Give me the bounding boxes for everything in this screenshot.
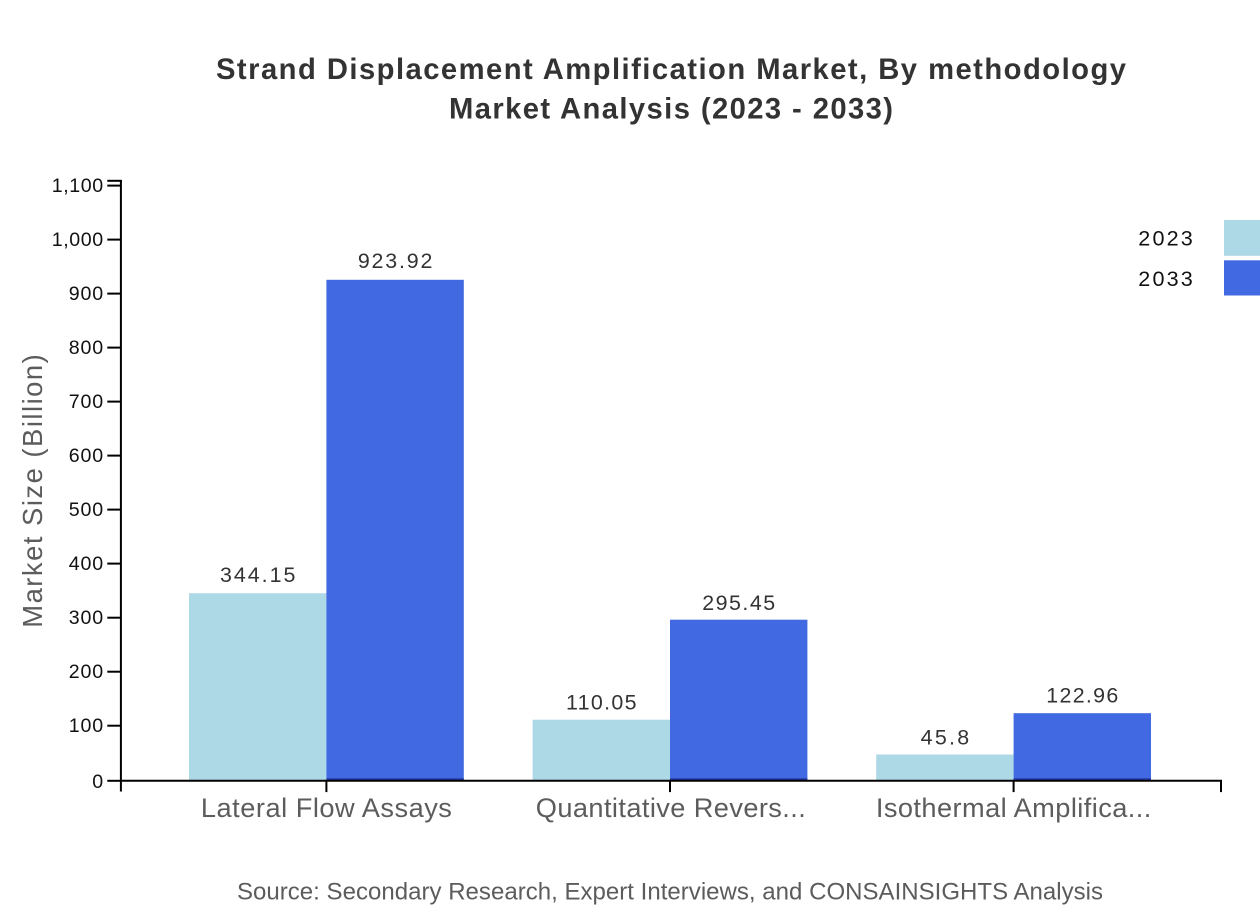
svg-text:Quantitative Revers...: Quantitative Revers...: [536, 792, 806, 823]
svg-text:923.92: 923.92: [358, 249, 433, 273]
svg-text:0: 0: [92, 771, 103, 793]
svg-text:Lateral Flow Assays: Lateral Flow Assays: [201, 792, 452, 823]
svg-text:1,100: 1,100: [52, 175, 104, 197]
svg-text:295.45: 295.45: [702, 591, 775, 615]
svg-text:122.96: 122.96: [1046, 683, 1118, 707]
svg-text:900: 900: [69, 283, 104, 305]
svg-text:Source: Secondary Research, Ex: Source: Secondary Research, Expert Inter…: [237, 878, 1103, 905]
svg-text:Market Analysis (2023 - 2033): Market Analysis (2023 - 2033): [449, 94, 893, 126]
svg-text:Isothermal Amplifica...: Isothermal Amplifica...: [876, 792, 1152, 823]
svg-text:400: 400: [69, 553, 104, 575]
svg-text:800: 800: [69, 337, 104, 359]
svg-text:Strand Displacement Amplificat: Strand Displacement Amplification Market…: [216, 54, 1127, 86]
svg-text:1,000: 1,000: [52, 229, 104, 251]
svg-text:200: 200: [69, 661, 104, 683]
svg-text:100: 100: [69, 715, 104, 737]
svg-text:300: 300: [69, 607, 104, 629]
svg-text:110.05: 110.05: [566, 690, 637, 714]
svg-text:2023: 2023: [1138, 226, 1193, 251]
svg-text:500: 500: [69, 499, 104, 521]
svg-text:45.8: 45.8: [921, 726, 970, 750]
svg-text:Market Size (Billion): Market Size (Billion): [17, 354, 48, 628]
svg-text:344.15: 344.15: [220, 563, 296, 587]
svg-text:700: 700: [69, 391, 104, 413]
svg-text:600: 600: [69, 445, 104, 467]
svg-text:2033: 2033: [1138, 266, 1193, 291]
